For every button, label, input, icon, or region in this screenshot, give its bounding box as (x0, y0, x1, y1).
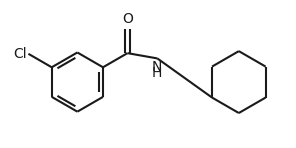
Text: Cl: Cl (13, 47, 27, 61)
Text: H: H (152, 66, 163, 81)
Text: N: N (152, 60, 163, 74)
Text: O: O (122, 12, 133, 26)
